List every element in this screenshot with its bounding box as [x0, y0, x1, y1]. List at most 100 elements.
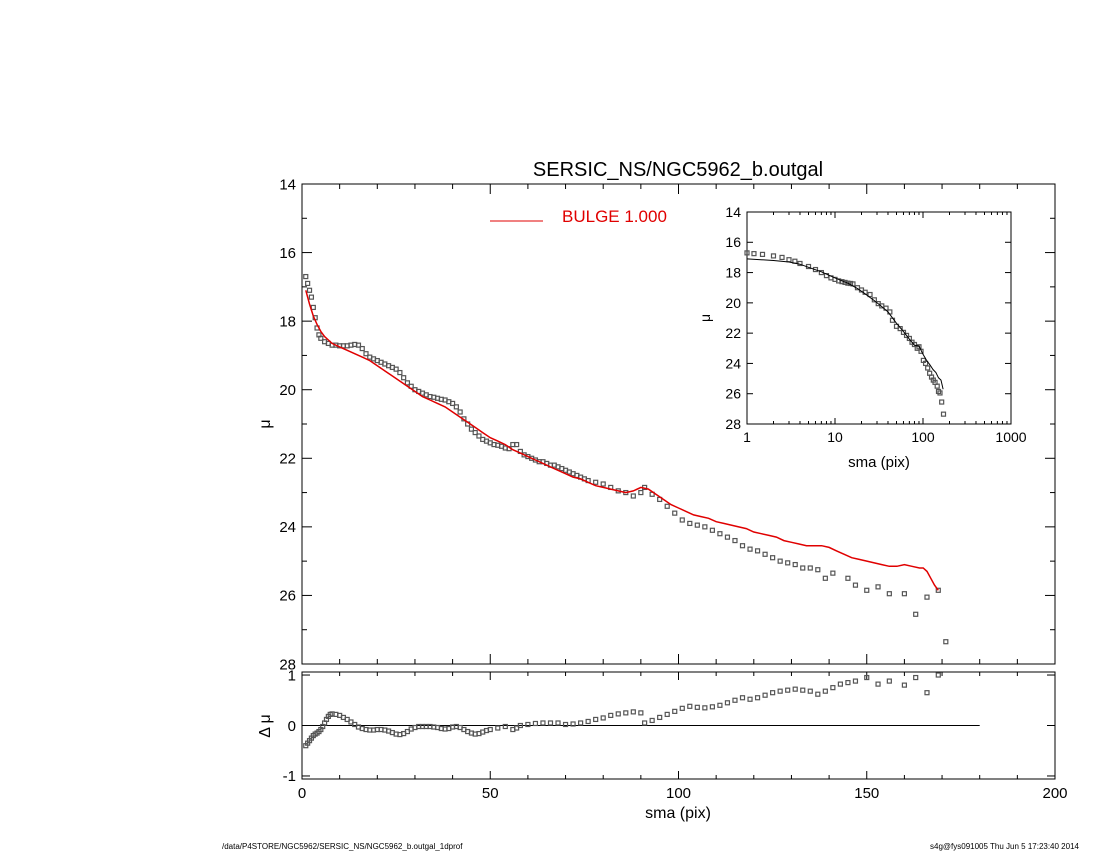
data-point-marker	[800, 687, 806, 693]
data-point-marker	[657, 714, 663, 721]
data-point-marker	[800, 565, 806, 571]
data-point-marker	[355, 342, 362, 348]
data-point-marker	[906, 335, 912, 342]
data-point-marker	[762, 692, 768, 698]
data-point-marker	[638, 489, 644, 496]
data-point-marker	[308, 294, 315, 300]
y-tick-label: 1	[288, 667, 296, 684]
data-point-marker	[943, 639, 949, 645]
x-tick-label: 50	[482, 785, 499, 802]
data-point-marker	[404, 380, 411, 386]
data-point-marker	[724, 700, 731, 706]
main-x-ticks	[301, 184, 1056, 664]
x-tick-label: 1000	[995, 429, 1026, 445]
data-point-marker	[901, 591, 908, 597]
data-point-marker	[472, 429, 478, 436]
main-panel: SERSIC_NS/NGC5962_b.outgal μ 14 16 18 20 22 2…	[257, 159, 1056, 673]
data-point-marker	[310, 304, 316, 311]
data-point-marker	[664, 711, 670, 717]
x-tick-label: 200	[1042, 785, 1067, 802]
y-tick-label: 24	[279, 519, 296, 536]
data-point-marker	[623, 710, 629, 716]
y-tick-label: 26	[725, 386, 741, 402]
data-point-marker	[792, 686, 798, 692]
data-point-marker	[886, 678, 892, 684]
data-point-marker	[830, 685, 836, 691]
data-point-marker	[815, 567, 821, 573]
data-point-marker	[815, 691, 821, 697]
y-tick-label: 16	[725, 234, 741, 250]
data-point-marker	[702, 705, 708, 711]
data-point-marker	[532, 720, 539, 727]
data-point-marker	[739, 543, 746, 549]
data-point-marker	[770, 690, 776, 696]
data-point-marker	[717, 702, 723, 708]
data-point-marker	[600, 481, 606, 487]
bulge-model-line	[305, 290, 939, 591]
data-point-marker	[555, 720, 561, 726]
residual-x-axis-label: sma (pix)	[645, 805, 711, 822]
y-tick-label: 20	[279, 382, 296, 399]
data-point-marker	[502, 723, 508, 730]
data-point-marker	[717, 531, 723, 537]
data-point-marker	[630, 709, 636, 715]
data-point-marker	[744, 250, 750, 256]
data-point-marker	[777, 688, 783, 694]
data-point-marker	[540, 720, 546, 726]
y-tick-label: 24	[725, 355, 741, 371]
data-point-marker	[822, 688, 828, 694]
data-point-marker	[770, 253, 777, 259]
y-tick-label: 0	[288, 718, 296, 735]
footer-timestamp: s4g@fys091005 Thu Jun 5 17:23:40 2014	[930, 842, 1079, 851]
data-point-marker	[578, 720, 584, 726]
data-point-marker	[901, 682, 908, 688]
data-point-marker	[724, 534, 731, 540]
data-point-marker	[672, 708, 678, 714]
inset-data-points	[744, 250, 947, 417]
data-point-marker	[600, 715, 606, 721]
data-point-marker	[457, 409, 463, 415]
y-tick-label: 18	[725, 264, 741, 280]
data-point-marker	[785, 560, 791, 566]
main-y-axis-label: μ	[257, 419, 274, 428]
data-point-marker	[867, 291, 873, 298]
data-point-marker	[732, 537, 738, 544]
data-point-marker	[886, 591, 892, 597]
inset-x-ticks: 1 10 100 1000	[743, 212, 1027, 445]
data-point-marker	[830, 570, 836, 576]
inset-y-axis-label: μ	[697, 314, 713, 322]
data-point-marker	[732, 697, 738, 703]
data-point-marker	[770, 555, 776, 561]
data-point-marker	[935, 587, 941, 593]
y-tick-label: 20	[725, 295, 741, 311]
x-tick-label: 10	[827, 429, 843, 445]
data-point-marker	[924, 690, 930, 696]
main-legend: BULGE 1.000	[490, 207, 667, 226]
data-point-marker	[807, 565, 813, 571]
data-point-marker	[397, 369, 403, 376]
data-point-marker	[864, 674, 870, 681]
data-point-marker	[694, 704, 700, 710]
data-point-marker	[649, 717, 655, 724]
residual-x-ticks: 0 50 100 150 200	[298, 672, 1068, 802]
data-point-marker	[940, 411, 947, 417]
data-point-marker	[924, 594, 930, 600]
data-point-marker	[450, 400, 456, 407]
data-point-marker	[845, 679, 851, 686]
x-tick-label: 100	[666, 785, 691, 802]
x-tick-label: 0	[298, 785, 306, 802]
data-point-marker	[487, 726, 493, 733]
data-point-marker	[638, 710, 644, 716]
y-tick-label: -1	[283, 768, 296, 785]
data-point-marker	[925, 365, 931, 371]
data-point-marker	[363, 351, 369, 357]
data-point-marker	[903, 332, 910, 339]
data-point-marker	[900, 329, 907, 335]
data-point-marker	[476, 433, 482, 439]
data-point-marker	[747, 696, 753, 702]
data-point-marker	[779, 254, 785, 261]
data-point-marker	[608, 712, 614, 719]
data-point-marker	[739, 695, 746, 701]
data-point-marker	[679, 705, 685, 711]
data-point-marker	[777, 558, 783, 564]
